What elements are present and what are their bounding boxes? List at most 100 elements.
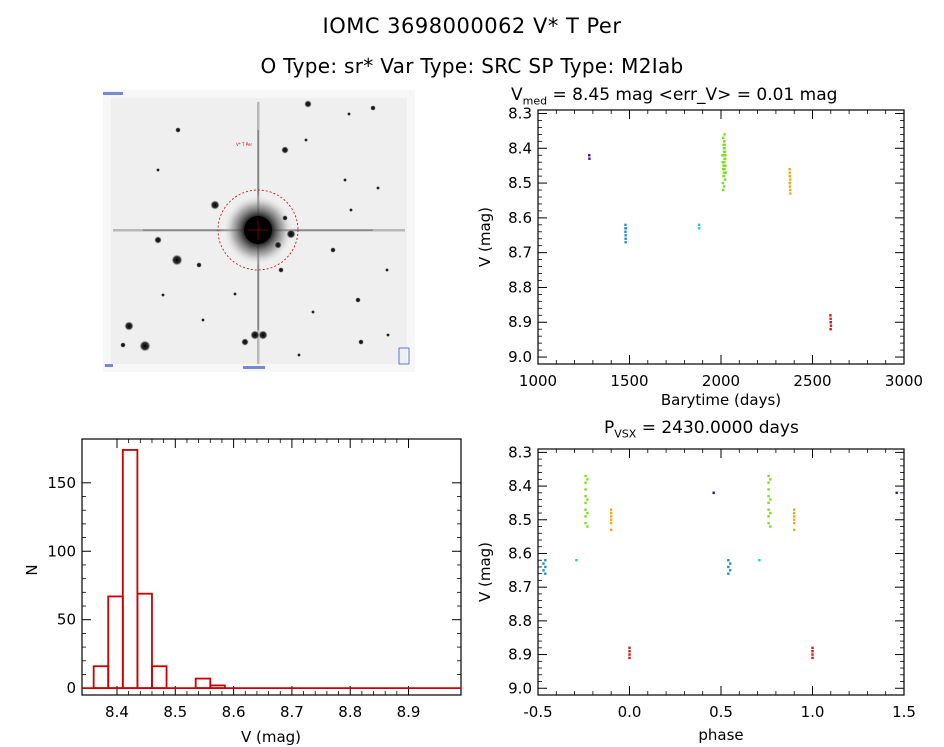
data-point — [628, 653, 631, 656]
data-point — [588, 154, 591, 157]
field-star — [281, 146, 289, 154]
data-point — [624, 241, 627, 244]
field-star — [175, 127, 181, 133]
y-tick-label: 9.0 — [508, 348, 532, 366]
data-point — [586, 525, 589, 528]
histogram-bars — [82, 449, 461, 690]
y-tick-label: 100 — [47, 542, 76, 560]
data-point — [728, 569, 732, 572]
data-point — [811, 649, 814, 653]
data-point — [767, 501, 770, 505]
field-star — [385, 268, 389, 272]
data-point — [727, 559, 730, 562]
phased-ylabel: V (mag) — [476, 542, 494, 602]
data-point — [789, 192, 792, 195]
data-point — [767, 474, 770, 478]
data-point — [610, 518, 613, 521]
data-point — [610, 521, 613, 525]
x-tick-label: 0.5 — [709, 703, 733, 721]
x-tick-label: 3000 — [885, 372, 923, 390]
histogram-plot: 8.4 8.5 8.6 8.7 8.8 8.9 0 50 100 150 V (mag) N — [23, 438, 462, 746]
data-point — [584, 515, 587, 518]
field-star — [250, 330, 260, 340]
data-point — [723, 185, 726, 188]
data-point — [584, 474, 587, 478]
x-tick-label: 2000 — [702, 372, 740, 390]
field-star — [274, 241, 282, 249]
x-tick-label: 8.8 — [338, 703, 362, 721]
data-point — [723, 140, 726, 143]
data-point — [624, 227, 628, 230]
x-tick-label: 1000 — [519, 372, 557, 390]
field-stars — [120, 100, 390, 357]
marker-label: V* T Per — [236, 142, 252, 147]
data-point — [584, 488, 587, 491]
lightcurve-frame — [537, 109, 905, 365]
data-point — [624, 237, 627, 240]
histogram-bar — [92, 665, 110, 690]
data-point — [793, 518, 796, 521]
data-point — [758, 559, 761, 562]
data-point — [721, 154, 724, 157]
data-point — [610, 528, 613, 532]
data-point — [584, 521, 587, 525]
data-point — [722, 174, 726, 178]
data-point — [793, 515, 796, 518]
data-point — [586, 511, 589, 515]
field-star — [347, 112, 351, 116]
x-tick-label: -0.5 — [523, 703, 552, 721]
data-point — [829, 328, 832, 331]
field-star — [304, 138, 308, 142]
data-point — [721, 136, 725, 140]
data-point — [788, 171, 792, 174]
data-point — [584, 508, 587, 511]
lightcurve-ticks: 1000 1500 2000 2500 3000 8.3 8.4 8.5 8.6 8.7 8.8 8.… — [508, 104, 923, 390]
data-point — [723, 133, 726, 136]
field-star — [358, 339, 364, 345]
field-star — [139, 340, 151, 352]
data-point — [767, 508, 770, 511]
field-star — [376, 186, 380, 190]
data-point — [724, 171, 727, 174]
data-point — [767, 515, 770, 518]
data-point — [610, 515, 613, 518]
data-point — [728, 562, 732, 565]
data-point — [544, 559, 547, 562]
data-point — [624, 234, 627, 237]
y-tick-label: 8.3 — [508, 104, 532, 122]
data-point — [721, 188, 725, 192]
field-star — [330, 247, 336, 253]
data-point — [610, 511, 613, 515]
data-point — [788, 185, 792, 188]
histogram-bar — [136, 592, 153, 690]
x-tick-label: 1.5 — [892, 703, 916, 721]
field-star — [297, 353, 301, 357]
field-star — [210, 200, 220, 210]
data-point — [723, 154, 726, 157]
data-point — [723, 164, 726, 167]
data-point — [767, 521, 770, 525]
phased-ticks: -0.5 0.0 0.5 1.0 1.5 8.3 8.4 8.5 8.6 8.7 8.8 8.9 9.0 — [508, 443, 916, 721]
data-point — [793, 508, 796, 511]
data-point — [767, 494, 770, 498]
field-star — [241, 338, 249, 346]
field-star — [282, 215, 288, 221]
data-point — [811, 653, 814, 656]
x-tick-label: 8.6 — [222, 703, 246, 721]
data-point — [767, 481, 770, 484]
data-point — [788, 174, 792, 178]
data-point — [584, 481, 587, 484]
data-point — [788, 188, 792, 192]
data-point — [722, 171, 726, 174]
histogram-bar — [121, 449, 139, 690]
field-star — [171, 254, 183, 266]
data-point — [628, 646, 631, 650]
object-types-subtitle: O Type: sr* Var Type: SRC SP Type: M2Iab — [260, 54, 684, 78]
data-point — [542, 562, 545, 565]
field-star — [120, 342, 126, 348]
field-star — [154, 236, 162, 244]
histogram-bar — [107, 595, 124, 690]
lightcurve-ylabel: V (mag) — [476, 207, 494, 267]
y-tick-label: 8.7 — [508, 244, 532, 262]
data-point — [811, 656, 814, 660]
